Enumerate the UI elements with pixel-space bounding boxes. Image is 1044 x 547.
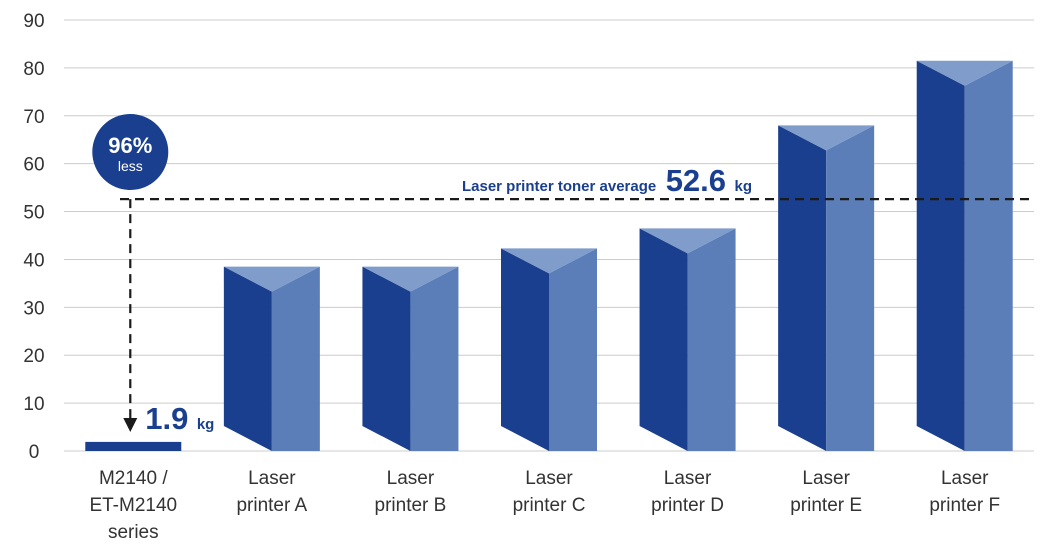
bar-top-face (362, 266, 459, 292)
x-tick-label: Laser printer E (790, 468, 862, 516)
bar-top-face (639, 228, 736, 254)
y-tick-label: 30 (23, 298, 44, 319)
x-tick-label-line: printer F (929, 495, 1000, 516)
x-tick-label-line: Laser (802, 468, 850, 489)
average-value: 52.6 (666, 163, 726, 198)
x-tick-label: Laser printer C (513, 468, 586, 516)
y-tick-label: 60 (23, 155, 44, 176)
x-tick-label: M2140 / ET-M2140 series (89, 468, 177, 543)
badge-less-text: less (118, 158, 143, 174)
first-bar-value-label: 1.9 kg (145, 401, 214, 436)
x-tick-label-line: Laser (248, 468, 296, 489)
y-tick-label: 10 (23, 394, 44, 415)
x-tick-label-line: printer C (513, 495, 586, 516)
bar (639, 228, 736, 451)
bar-front-face (916, 60, 965, 451)
bar-side-face (826, 125, 875, 451)
y-tick-label: 20 (23, 346, 44, 367)
average-label-text: Laser printer toner average (462, 178, 656, 195)
bars (85, 60, 1013, 451)
x-tick-label-line: printer B (375, 495, 447, 516)
y-tick-label: 0 (29, 442, 40, 463)
reduction-badge (92, 114, 169, 190)
first-bar-value: 1.9 (145, 401, 188, 436)
bar (916, 60, 1013, 451)
bar-top-face (916, 60, 1013, 86)
x-tick-label-line: ET-M2140 (89, 495, 177, 516)
y-tick-label: 40 (23, 250, 44, 271)
bar-side-face (687, 228, 736, 451)
x-tick-label-line: printer E (790, 495, 862, 516)
bar-front-face (501, 248, 549, 451)
bar-side-face (271, 266, 320, 451)
x-tick-label: Laser printer F (929, 468, 1000, 516)
bar-front-face (223, 266, 272, 451)
x-tick-label: Laser printer B (375, 468, 447, 516)
bar (85, 441, 182, 451)
bar-top-face (778, 125, 875, 151)
bar-front-face (778, 125, 827, 451)
x-tick-label-line: printer A (236, 495, 307, 516)
y-axis-ticks: 0 10 20 30 40 50 60 70 80 90 (23, 11, 44, 463)
y-tick-label: 80 (23, 59, 44, 80)
bar (501, 248, 597, 451)
bar-side-face (549, 248, 597, 451)
y-tick-label: 70 (23, 107, 44, 128)
x-tick-label-line: Laser (525, 468, 573, 489)
arrow-down-icon (123, 418, 138, 432)
x-tick-label: Laser printer D (651, 468, 724, 516)
x-tick-label-line: Laser (387, 468, 435, 489)
x-tick-label-line: printer D (651, 495, 724, 516)
bar-front-face (362, 266, 411, 451)
average-label: Laser printer toner average 52.6 kg (462, 163, 752, 198)
x-tick-label-line: series (108, 522, 159, 543)
x-tick-label-line: Laser (664, 468, 712, 489)
x-tick-label-line: M2140 / (99, 468, 168, 489)
bar-top-face (501, 248, 597, 274)
y-tick-label: 90 (23, 11, 44, 32)
bar (362, 266, 459, 451)
bar-top-face (223, 266, 320, 292)
badge-percent: 96% (108, 133, 152, 158)
bar-front-face (639, 228, 688, 451)
x-tick-label-line: Laser (941, 468, 989, 489)
average-unit: kg (734, 178, 752, 195)
bar (778, 125, 875, 451)
bar-side-face (964, 60, 1013, 451)
bar (223, 266, 320, 451)
first-bar-unit: kg (197, 416, 215, 433)
x-tick-label: Laser printer A (236, 468, 307, 516)
bar-side-face (410, 266, 459, 451)
y-tick-label: 50 (23, 203, 44, 224)
